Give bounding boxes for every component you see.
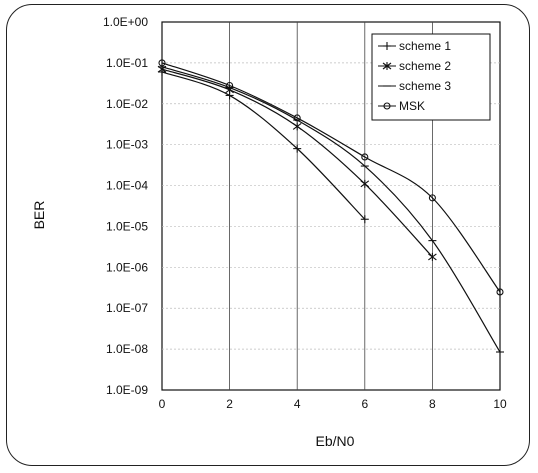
y-tick-label: 1.0E-09 (106, 383, 148, 397)
y-tick-label: 1.0E-02 (106, 97, 148, 111)
legend-marker-msk (383, 102, 391, 110)
series-group (157, 59, 504, 353)
series-line-scheme-1 (161, 71, 366, 220)
grid (162, 22, 500, 390)
x-tick-label: 2 (226, 397, 233, 411)
x-tick-label: 8 (429, 397, 436, 411)
point-msk (361, 153, 369, 161)
y-tick-label: 1.0E-04 (106, 179, 148, 193)
x-tick-label: 4 (294, 397, 301, 411)
x-tick-label: 6 (361, 397, 368, 411)
chart-frame (6, 4, 530, 466)
legend-label-scheme-2: scheme 2 (399, 59, 451, 73)
point-scheme-1 (293, 144, 302, 153)
y-tick-label: 1.0E-01 (106, 56, 148, 70)
point-scheme-2 (292, 122, 302, 131)
y-axis-label: BER (31, 201, 47, 230)
point-scheme-2 (428, 252, 437, 261)
point-msk (496, 288, 504, 296)
x-axis-ticks: 0 2 4 6 8 10 (159, 397, 507, 411)
x-tick-label: 0 (159, 397, 166, 411)
legend-label-scheme-1: scheme 1 (399, 39, 451, 53)
y-tick-label: 1.0E+00 (103, 15, 148, 29)
legend: scheme 1 scheme 2 scheme 3 MSK (371, 33, 491, 121)
y-tick-label: 1.0E-08 (106, 342, 148, 356)
y-tick-label: 1.0E-06 (106, 260, 148, 274)
legend-label-scheme-3: scheme 3 (399, 79, 451, 93)
point-msk (158, 59, 166, 67)
point-msk (428, 194, 436, 202)
point-scheme-1 (360, 215, 369, 224)
x-axis-label: Eb/N0 (316, 433, 355, 449)
y-tick-label: 1.0E-07 (106, 301, 148, 315)
point-scheme-2 (360, 179, 370, 188)
point-msk (293, 114, 301, 122)
y-tick-label: 1.0E-03 (106, 138, 148, 152)
legend-label-msk: MSK (399, 99, 425, 113)
x-tick-label: 10 (493, 397, 507, 411)
y-axis-ticks: 1.0E+00 1.0E-01 1.0E-02 1.0E-03 1.0E-04 1.0E-… (103, 15, 148, 397)
y-tick-label: 1.0E-05 (106, 219, 148, 233)
point-msk (226, 81, 234, 90)
legend-marker-scheme-2 (382, 62, 392, 70)
legend-marker-scheme-1 (383, 42, 391, 50)
